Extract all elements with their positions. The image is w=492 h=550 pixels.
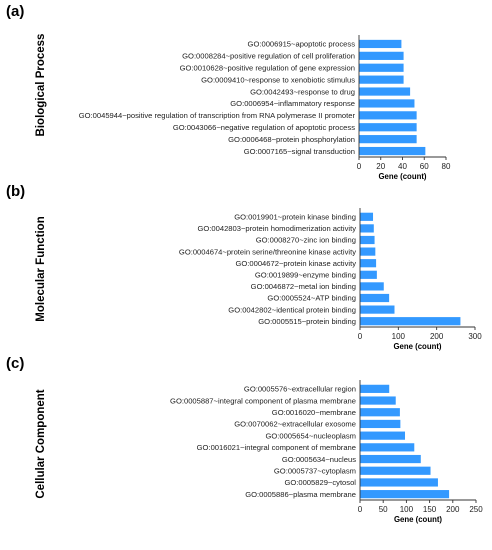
tick-label: 100	[400, 505, 414, 514]
category-label: GO:0010628~positive regulation of gene e…	[180, 63, 355, 72]
category-label: GO:0004674~protein serine/threonine kina…	[179, 247, 356, 256]
bar	[360, 293, 390, 303]
panel-label: (a)	[6, 3, 24, 20]
tick-label: 80	[442, 162, 451, 171]
tick-label: 100	[392, 332, 406, 341]
tick-label: 50	[379, 505, 388, 514]
bar	[360, 235, 375, 245]
side-label: Biological Process	[35, 34, 47, 137]
category-label: GO:0042803~protein homodimerization acti…	[197, 224, 356, 233]
bar	[359, 51, 404, 60]
bar	[360, 478, 438, 487]
bar	[359, 111, 417, 120]
tick-label: 200	[430, 332, 444, 341]
category-label: GO:0006915~apoptotic process	[248, 40, 356, 49]
tick-label: 150	[423, 505, 437, 514]
bar	[360, 384, 390, 393]
category-label: GO:0070062~extracellular exosome	[234, 420, 356, 429]
chart-panel-2: (b) Molecular Function GO:0019901~protein …	[6, 183, 482, 351]
category-label: GO:0005829~cytosol	[284, 478, 356, 487]
bar	[360, 270, 377, 279]
side-label: Cellular Component	[35, 389, 47, 498]
category-label: GO:0005515~protein binding	[258, 317, 356, 326]
category-label: GO:0005654~nucleoplasm	[265, 431, 356, 440]
tick-label: 0	[358, 505, 363, 514]
category-label: GO:0016021~integral component of membran…	[197, 443, 356, 452]
category-label: GO:0019901~protein kinase binding	[234, 213, 356, 222]
bar	[359, 123, 417, 132]
bar	[360, 396, 396, 405]
tick-label: 0	[358, 332, 363, 341]
category-label: GO:0007165~signal transduction	[244, 147, 355, 156]
category-label: GO:0006954~inflammatory response	[230, 99, 355, 108]
category-label: GO:0043066~negative regulation of apopto…	[173, 123, 355, 132]
category-label: GO:0008284~positive regulation of cell p…	[182, 52, 355, 61]
side-label: Molecular Function	[35, 216, 47, 321]
category-label: GO:0005634~nucleus	[282, 455, 356, 464]
bar	[359, 135, 417, 144]
category-label: GO:0008270~zinc ion binding	[256, 236, 356, 245]
tick-label: 60	[420, 162, 429, 171]
tick-label: 300	[468, 332, 482, 341]
chart-panel-3: (c) Cellular Component GO:0005576~extracel…	[6, 355, 483, 524]
category-label: GO:0042493~response to drug	[250, 87, 355, 96]
bar	[359, 146, 426, 156]
category-label: GO:0045944~positive regulation of transc…	[79, 111, 356, 120]
bar	[360, 224, 374, 233]
bar	[359, 87, 411, 96]
bar	[360, 454, 421, 464]
category-label: GO:0005524~ATP binding	[267, 294, 356, 303]
bar	[360, 419, 401, 429]
tick-label: 0	[357, 162, 362, 171]
bar	[360, 305, 395, 314]
category-label: GO:0042802~identical protein binding	[228, 305, 356, 314]
x-axis-title: Gene (count)	[378, 172, 426, 181]
category-label: GO:0005576~extracellular region	[244, 385, 356, 394]
category-label: GO:0005887~integral component of plasma …	[170, 396, 356, 405]
x-axis-title: Gene (count)	[394, 515, 442, 524]
bar	[360, 490, 450, 499]
bar	[360, 212, 374, 221]
bar	[360, 317, 461, 326]
tick-label: 200	[446, 505, 460, 514]
category-label: GO:0005737~cytoplasm	[274, 466, 356, 475]
panel-label: (b)	[6, 183, 25, 200]
chart-panel-1: (a) Biological Process GO:0006915~apoptoti…	[6, 3, 451, 181]
category-label: GO:0016020~membrane	[272, 408, 356, 417]
category-label: GO:0006468~protein phosphorylation	[228, 135, 355, 144]
category-label: GO:0005886~plasma membrane	[245, 490, 356, 499]
bar	[359, 75, 404, 84]
bar	[360, 408, 400, 417]
bar	[360, 443, 415, 452]
bar	[360, 282, 384, 291]
tick-label: 40	[398, 162, 407, 171]
category-label: GO:0019899~enzyme binding	[255, 271, 356, 280]
tick-label: 20	[376, 162, 385, 171]
category-label: GO:0009410~response to xenobiotic stimul…	[201, 75, 355, 84]
category-label: GO:0046872~metal ion binding	[251, 282, 356, 291]
bar	[360, 431, 406, 440]
bar	[360, 466, 431, 475]
category-label: GO:0004672~protein kinase activity	[235, 259, 356, 268]
panel-label: (c)	[6, 355, 24, 372]
bar	[359, 63, 404, 72]
bar	[359, 39, 402, 49]
bar	[359, 99, 415, 108]
x-axis-title: Gene (count)	[393, 342, 441, 351]
bar	[360, 259, 377, 268]
bar	[360, 247, 376, 256]
tick-label: 250	[469, 505, 483, 514]
